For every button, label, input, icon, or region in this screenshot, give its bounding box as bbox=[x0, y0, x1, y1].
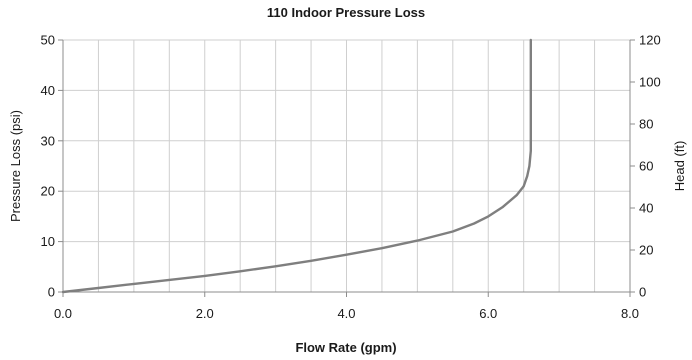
chart-title: 110 Indoor Pressure Loss bbox=[267, 5, 425, 20]
x-tick-label: 8.0 bbox=[621, 306, 639, 321]
x-tick-label: 0.0 bbox=[54, 306, 72, 321]
pressure-loss-line bbox=[61, 38, 532, 294]
y-tick-label: 50 bbox=[41, 33, 55, 48]
y-axis-title: Pressure Loss (psi) bbox=[8, 110, 23, 222]
y-tick-label: 10 bbox=[41, 234, 55, 249]
y2-tick-label: 60 bbox=[639, 159, 653, 174]
y2-tick-label: 100 bbox=[639, 75, 661, 90]
y2-tick-labels: 0 20 40 60 80 100 120 bbox=[630, 33, 661, 300]
y-tick-labels: 0 10 20 30 40 50 bbox=[41, 33, 63, 300]
y2-tick-label: 80 bbox=[639, 117, 653, 132]
x-axis-title: Flow Rate (gpm) bbox=[295, 340, 396, 355]
y2-tick-label: 120 bbox=[639, 33, 661, 48]
y-tick-label: 40 bbox=[41, 83, 55, 98]
x-tick-label: 4.0 bbox=[337, 306, 355, 321]
x-gridlines bbox=[97, 40, 596, 292]
y2-tick-label: 40 bbox=[639, 201, 653, 216]
y-tick-label: 0 bbox=[48, 285, 55, 300]
x-tick-label: 6.0 bbox=[479, 306, 497, 321]
series-group bbox=[61, 38, 532, 294]
x-tick-labels: 0.0 2.0 4.0 6.0 8.0 bbox=[54, 292, 639, 321]
y-tick-label: 20 bbox=[41, 184, 55, 199]
y-tick-label: 30 bbox=[41, 133, 55, 148]
y-gridlines bbox=[63, 39, 630, 243]
y2-tick-label: 20 bbox=[639, 243, 653, 258]
x-tick-label: 2.0 bbox=[196, 306, 214, 321]
y2-axis-title: Head (ft) bbox=[672, 141, 687, 192]
y2-tick-label: 0 bbox=[639, 285, 646, 300]
